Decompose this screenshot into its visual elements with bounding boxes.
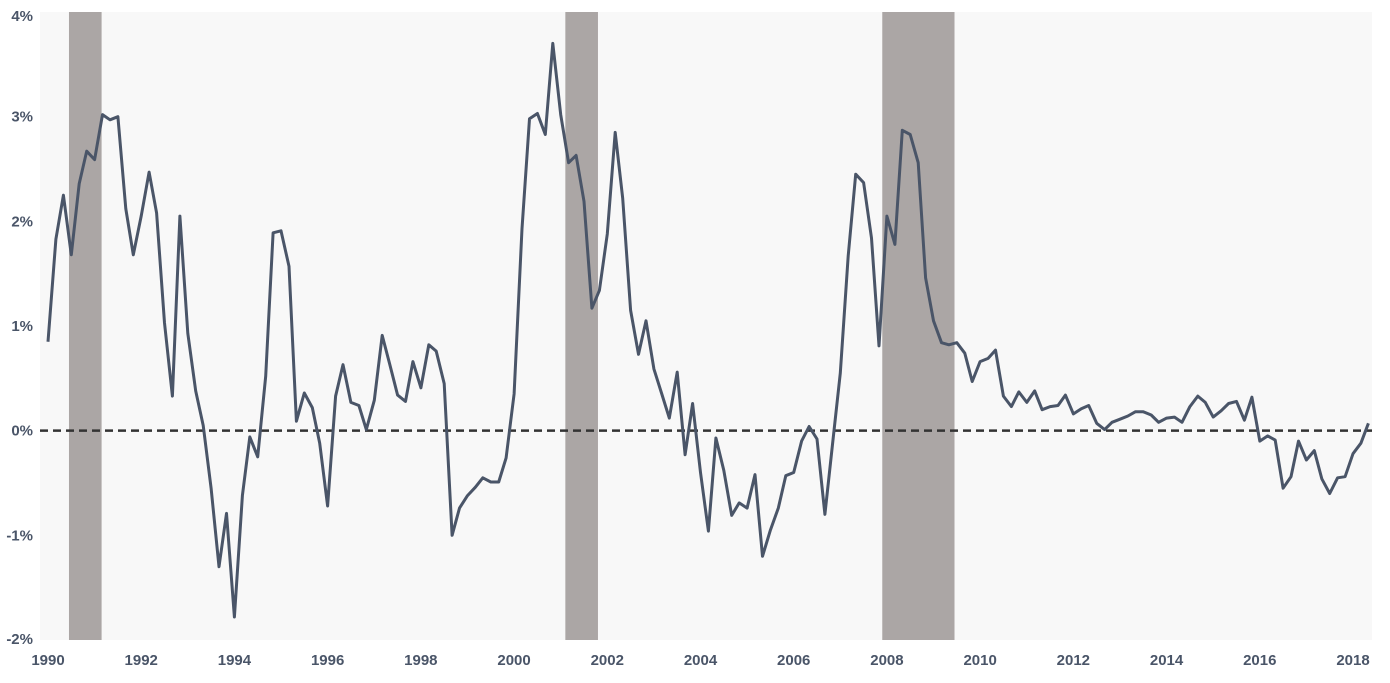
y-axis-ticks: 4% 3% 2% 1% 0% -1% -2% bbox=[6, 8, 33, 648]
x-tick-label: 1994 bbox=[218, 652, 252, 669]
y-tick-label: 2% bbox=[11, 213, 33, 230]
x-tick-label: 2006 bbox=[777, 652, 810, 669]
y-tick-label: -1% bbox=[6, 527, 33, 544]
x-tick-label: 1998 bbox=[404, 652, 437, 669]
x-tick-label: 2010 bbox=[963, 652, 996, 669]
y-tick-label: 4% bbox=[11, 8, 33, 25]
x-tick-label: 2000 bbox=[497, 652, 530, 669]
recession-band-3 bbox=[882, 12, 955, 640]
x-tick-label: 2008 bbox=[870, 652, 903, 669]
x-tick-label: 1992 bbox=[125, 652, 158, 669]
recession-band-2 bbox=[565, 12, 598, 640]
x-tick-label: 1996 bbox=[311, 652, 344, 669]
recession-bands bbox=[68, 12, 955, 640]
x-axis-ticks: 1990 1992 1994 1996 1998 2000 2002 2004 2006 2008… bbox=[31, 652, 1369, 669]
x-tick-label: 2002 bbox=[591, 652, 624, 669]
y-tick-label: 3% bbox=[11, 109, 33, 126]
y-tick-label: -2% bbox=[6, 631, 33, 648]
series-line bbox=[46, 41, 1370, 619]
plot-background bbox=[40, 12, 1372, 640]
y-tick-label: 0% bbox=[11, 423, 33, 440]
x-tick-label: 2016 bbox=[1243, 652, 1276, 669]
y-tick-label: 1% bbox=[11, 318, 33, 335]
recession-band-1 bbox=[68, 12, 102, 640]
x-tick-label: 2018 bbox=[1336, 652, 1369, 669]
x-tick-label: 2012 bbox=[1057, 652, 1090, 669]
x-tick-label: 2014 bbox=[1150, 652, 1184, 669]
x-tick-label: 1990 bbox=[31, 652, 64, 669]
x-tick-label: 2004 bbox=[684, 652, 718, 669]
